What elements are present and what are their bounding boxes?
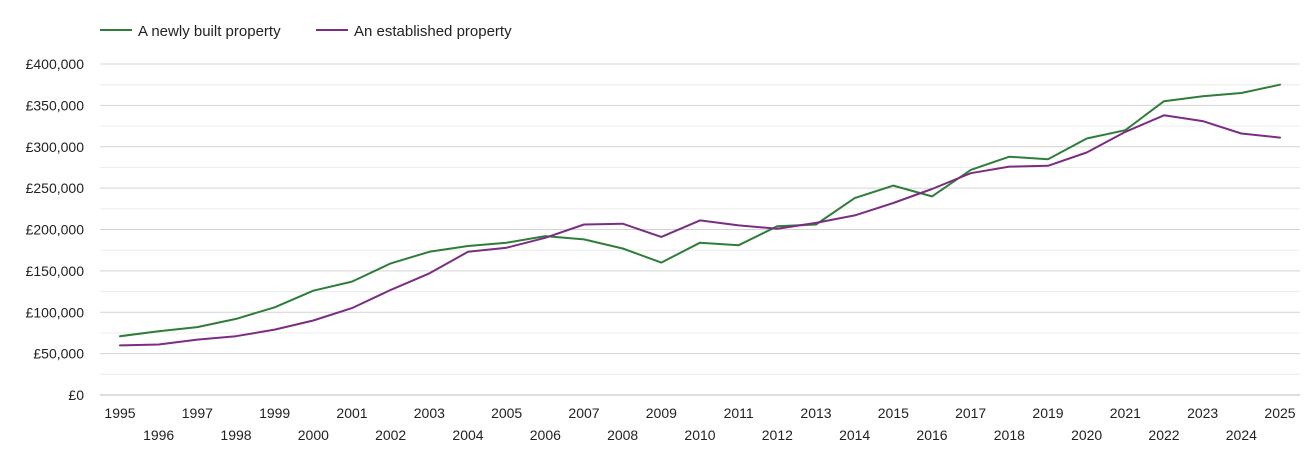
- y-axis: £0 £50,000 £100,000 £150,000 £200,000 £250,00…: [26, 56, 85, 403]
- y-tick-label: £100,000: [26, 304, 85, 320]
- x-axis: 1995 1996 1997 1998 1999 2000 2001 2002 2003 2004…: [104, 405, 1295, 443]
- y-tick-label: £350,000: [26, 97, 85, 113]
- series-line-established: [119, 114, 1281, 347]
- x-tick-label: 2000: [298, 427, 329, 443]
- x-tick-label: 2023: [1187, 405, 1218, 421]
- x-tick-label: 2005: [491, 405, 522, 421]
- x-tick-label: 2016: [916, 427, 947, 443]
- y-tick-label: £50,000: [33, 346, 84, 362]
- x-tick-label: 2007: [568, 405, 599, 421]
- x-tick-label: 2021: [1110, 405, 1141, 421]
- x-tick-label: 2020: [1071, 427, 1102, 443]
- x-tick-label: 2003: [414, 405, 445, 421]
- legend-label-established: An established property: [354, 23, 512, 40]
- x-tick-label: 1999: [259, 405, 290, 421]
- x-tick-label: 2025: [1264, 405, 1295, 421]
- x-tick-label: 2019: [1032, 405, 1063, 421]
- x-tick-label: 2013: [800, 405, 831, 421]
- x-tick-label: 2004: [452, 427, 483, 443]
- y-tick-label: £150,000: [26, 263, 85, 279]
- x-tick-label: 2014: [839, 427, 870, 443]
- x-tick-label: 2022: [1148, 427, 1179, 443]
- x-tick-label: 2010: [684, 427, 715, 443]
- x-tick-label: 2012: [762, 427, 793, 443]
- x-tick-label: 2006: [530, 427, 561, 443]
- x-tick-label: 2024: [1226, 427, 1257, 443]
- series-line-newly-built: [119, 83, 1281, 338]
- grid: [100, 63, 1300, 396]
- series-lines: [119, 83, 1281, 347]
- x-tick-label: 2001: [336, 405, 367, 421]
- x-tick-label: 1996: [143, 427, 174, 443]
- x-tick-label: 2011: [724, 405, 754, 421]
- x-tick-label: 1995: [104, 405, 135, 421]
- legend-label-newly-built: A newly built property: [138, 23, 281, 40]
- x-tick-label: 2002: [375, 427, 406, 443]
- legend: A newly built property An established pr…: [100, 23, 512, 40]
- x-tick-label: 2008: [607, 427, 638, 443]
- x-tick-label: 2009: [646, 405, 677, 421]
- y-tick-label: £400,000: [26, 56, 85, 72]
- x-tick-label: 1997: [182, 405, 213, 421]
- x-tick-label: 2017: [955, 405, 986, 421]
- y-tick-label: £250,000: [26, 180, 85, 196]
- x-tick-label: 2015: [878, 405, 909, 421]
- y-tick-label: £0: [68, 387, 84, 403]
- y-tick-label: £300,000: [26, 139, 85, 155]
- x-tick-label: 1998: [220, 427, 251, 443]
- y-tick-label: £200,000: [26, 222, 85, 238]
- x-tick-label: 2018: [994, 427, 1025, 443]
